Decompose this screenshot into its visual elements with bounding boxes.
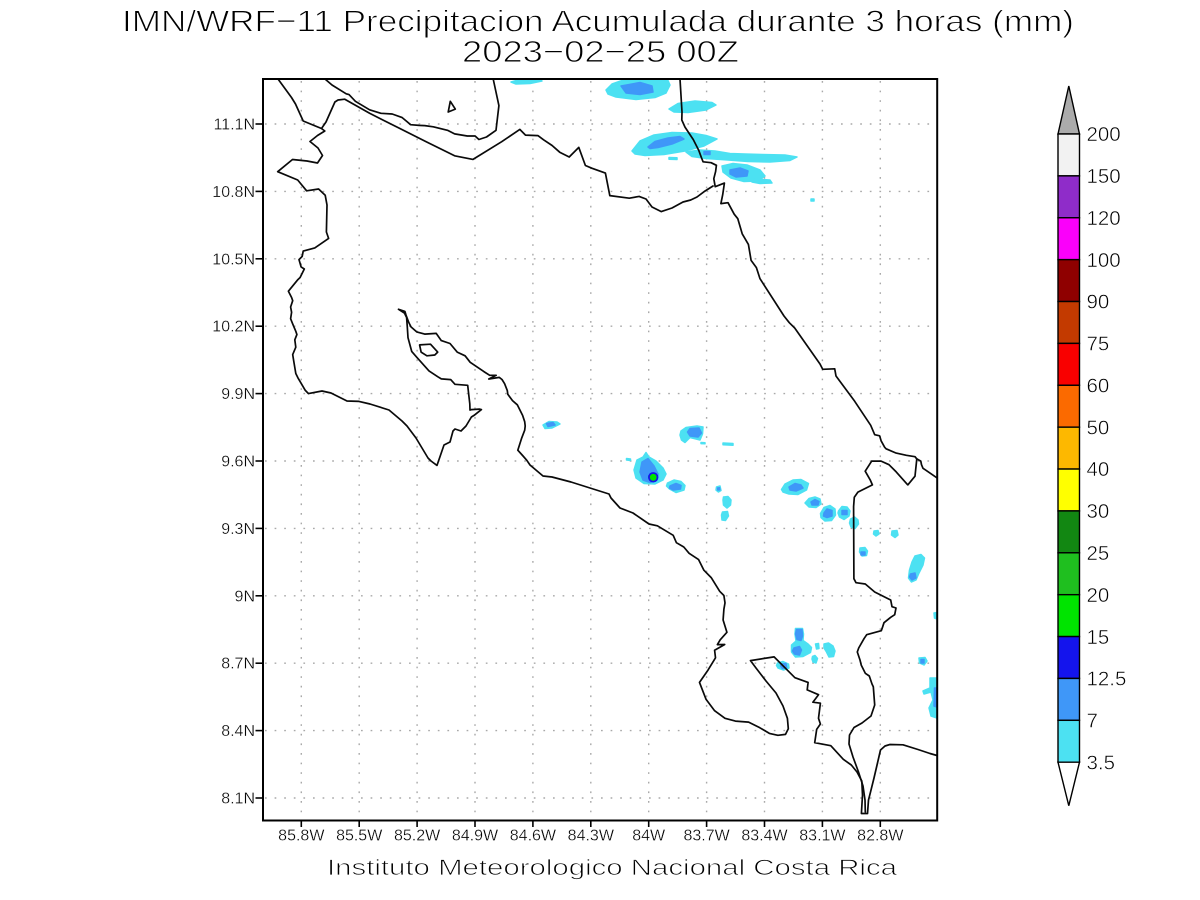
svg-text:200: 200 [1087, 123, 1121, 146]
svg-text:12.5: 12.5 [1087, 668, 1127, 691]
svg-text:40: 40 [1087, 458, 1110, 481]
svg-text:20: 20 [1087, 584, 1110, 607]
svg-text:85.2W: 85.2W [394, 828, 441, 845]
svg-text:7: 7 [1087, 710, 1098, 733]
svg-text:8.4N: 8.4N [221, 723, 255, 740]
svg-text:25: 25 [1087, 542, 1110, 565]
svg-text:30: 30 [1087, 500, 1110, 523]
svg-text:84.9W: 84.9W [452, 828, 499, 845]
svg-text:50: 50 [1087, 416, 1110, 439]
svg-text:100: 100 [1087, 249, 1121, 272]
svg-text:11.1N: 11.1N [213, 117, 255, 134]
svg-text:150: 150 [1087, 165, 1121, 188]
svg-text:9.6N: 9.6N [221, 454, 255, 471]
svg-text:2023−02−25 00Z: 2023−02−25 00Z [462, 34, 739, 69]
svg-text:9.9N: 9.9N [221, 386, 255, 403]
svg-text:3.5: 3.5 [1087, 751, 1116, 774]
svg-text:60: 60 [1087, 375, 1110, 398]
svg-text:10.2N: 10.2N [212, 319, 255, 336]
svg-text:90: 90 [1087, 291, 1110, 314]
svg-text:9N: 9N [235, 588, 255, 605]
svg-text:75: 75 [1087, 333, 1110, 356]
svg-text:84.6W: 84.6W [510, 828, 557, 845]
svg-text:84W: 84W [632, 828, 666, 845]
svg-text:83.4W: 83.4W [741, 828, 788, 845]
svg-text:15: 15 [1087, 626, 1110, 649]
svg-text:82.8W: 82.8W [857, 828, 904, 845]
svg-text:84.3W: 84.3W [568, 828, 615, 845]
svg-text:85.8W: 85.8W [278, 828, 325, 845]
svg-text:IMN/WRF−11 Precipitacion Acumu: IMN/WRF−11 Precipitacion Acumulada duran… [122, 4, 1074, 39]
svg-text:83.7W: 83.7W [683, 828, 730, 845]
svg-text:120: 120 [1087, 207, 1121, 230]
svg-text:9.3N: 9.3N [221, 521, 255, 538]
svg-text:10.5N: 10.5N [212, 251, 255, 268]
svg-text:8.7N: 8.7N [221, 656, 255, 673]
svg-text:85.5W: 85.5W [336, 828, 383, 845]
svg-text:Instituto Meteorologico Nacion: Instituto Meteorologico Nacional Costa R… [327, 855, 898, 880]
svg-text:8.1N: 8.1N [221, 791, 255, 808]
svg-text:83.1W: 83.1W [799, 828, 846, 845]
svg-text:10.8N: 10.8N [212, 184, 255, 201]
